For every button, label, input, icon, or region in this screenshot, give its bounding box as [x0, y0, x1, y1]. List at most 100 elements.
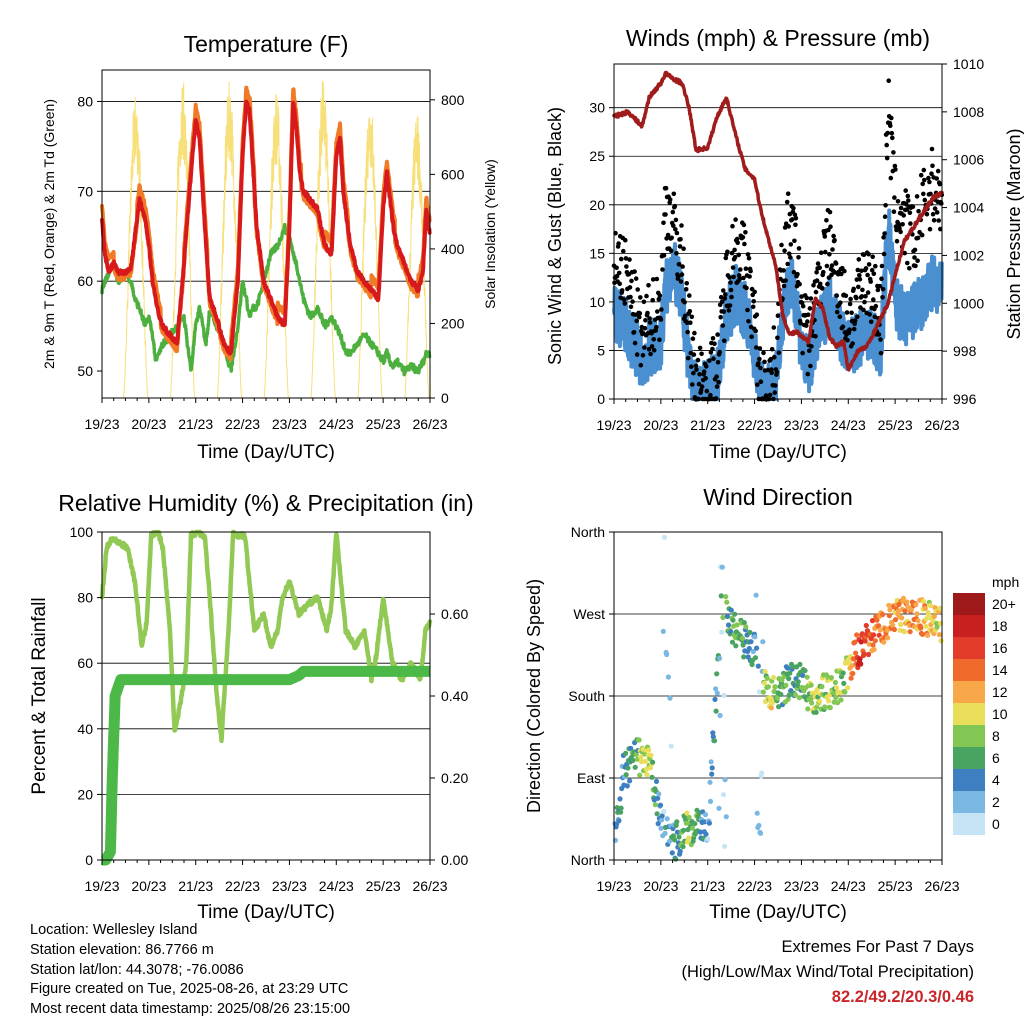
legend-swatch [953, 769, 985, 791]
gust-point [796, 246, 802, 251]
gust-point [817, 265, 822, 271]
gust-point [926, 175, 931, 181]
direction-point [849, 663, 855, 669]
gust-point [685, 329, 690, 335]
direction-point [714, 690, 720, 696]
gust-point [927, 179, 932, 185]
direction-point [921, 598, 927, 605]
x-tick-label: 20/23 [131, 878, 166, 894]
gust-point [845, 337, 850, 343]
gust-point [775, 335, 780, 341]
gust-point [905, 193, 911, 199]
direction-point [919, 631, 926, 637]
direction-point [628, 745, 634, 751]
legend-swatch [953, 747, 985, 769]
direction-point [630, 757, 636, 764]
gust-point [938, 226, 943, 232]
x-tick-label: 22/23 [225, 878, 260, 894]
gust-point [634, 318, 639, 324]
gust-point [715, 332, 720, 337]
temperature-xlabel: Time (Day/UTC) [197, 442, 335, 463]
direction-point [796, 695, 803, 701]
gust-point [844, 310, 850, 315]
gust-point [936, 218, 941, 223]
gust-point [618, 256, 624, 262]
gust-point [817, 281, 823, 287]
direction-point [898, 621, 904, 628]
y-tick-label: 20 [589, 197, 605, 213]
gust-point [687, 293, 692, 298]
gust-point [837, 314, 843, 320]
gust-point [743, 230, 748, 235]
x-tick-label: 24/23 [319, 878, 354, 894]
direction-point [840, 670, 846, 676]
y2-tick-label: 1010 [953, 56, 984, 72]
gust-point [716, 379, 721, 385]
direction-point [795, 679, 801, 685]
direction-point [707, 798, 714, 805]
gust-point [773, 383, 778, 388]
gust-point [617, 281, 622, 287]
gust-point [912, 247, 918, 253]
direction-point [881, 639, 887, 645]
gust-point [698, 387, 704, 393]
gust-point [929, 146, 935, 152]
gust-point [860, 287, 865, 293]
x-tick-label: 19/23 [84, 878, 119, 894]
x-tick-label: 26/23 [412, 878, 447, 894]
gust-point [797, 281, 802, 287]
gust-point [643, 318, 648, 323]
direction-point [656, 791, 662, 797]
direction-point [623, 750, 629, 756]
direction-point [729, 639, 736, 645]
gust-point [843, 293, 849, 299]
direction-point [659, 817, 665, 823]
direction-point [902, 608, 908, 614]
gust-point [694, 367, 699, 372]
gust-point [790, 217, 795, 222]
direction-panel: Wind Direction North East South West North 19… [524, 484, 1019, 923]
direction-point [680, 844, 686, 850]
direction-point [638, 754, 644, 761]
gust-point [888, 123, 893, 128]
gust-point [767, 392, 773, 398]
station-location: Location: Wellesley Island [30, 922, 198, 938]
gust-point [751, 299, 756, 304]
gust-point [747, 274, 752, 279]
gust-point [754, 345, 759, 350]
direction-point [728, 607, 734, 613]
direction-point [765, 684, 772, 690]
gust-point [728, 287, 734, 293]
direction-point [887, 607, 893, 613]
direction-point [642, 758, 648, 765]
direction-point [697, 829, 704, 835]
winds-ylabel: Sonic Wind & Gust (Blue, Black) [545, 107, 565, 365]
direction-point [937, 605, 943, 611]
gust-point [919, 232, 925, 238]
direction-point [858, 661, 864, 667]
gust-point [883, 203, 888, 208]
direction-point [904, 599, 910, 605]
direction-point [865, 651, 872, 658]
direction-point [754, 810, 760, 816]
gust-point [679, 223, 684, 228]
gust-point [649, 344, 655, 349]
gust-point [648, 351, 653, 357]
y2-tick-label: 0.40 [441, 688, 468, 704]
gust-point [880, 295, 885, 300]
y2-tick-label: 600 [441, 166, 465, 182]
x-tick-label: 23/23 [272, 878, 307, 894]
direction-point [627, 778, 633, 784]
direction-point [689, 825, 696, 831]
direction-point [861, 651, 867, 657]
gust-point [795, 271, 800, 277]
direction-point [632, 764, 638, 770]
gust-point [637, 311, 643, 316]
gust-point [718, 294, 724, 300]
direction-point [616, 818, 622, 824]
gust-point [674, 230, 680, 236]
y-tick-label: 20 [77, 786, 93, 802]
humidity-plot-frame [101, 531, 431, 861]
gust-point [642, 326, 648, 331]
direction-point [723, 594, 729, 600]
